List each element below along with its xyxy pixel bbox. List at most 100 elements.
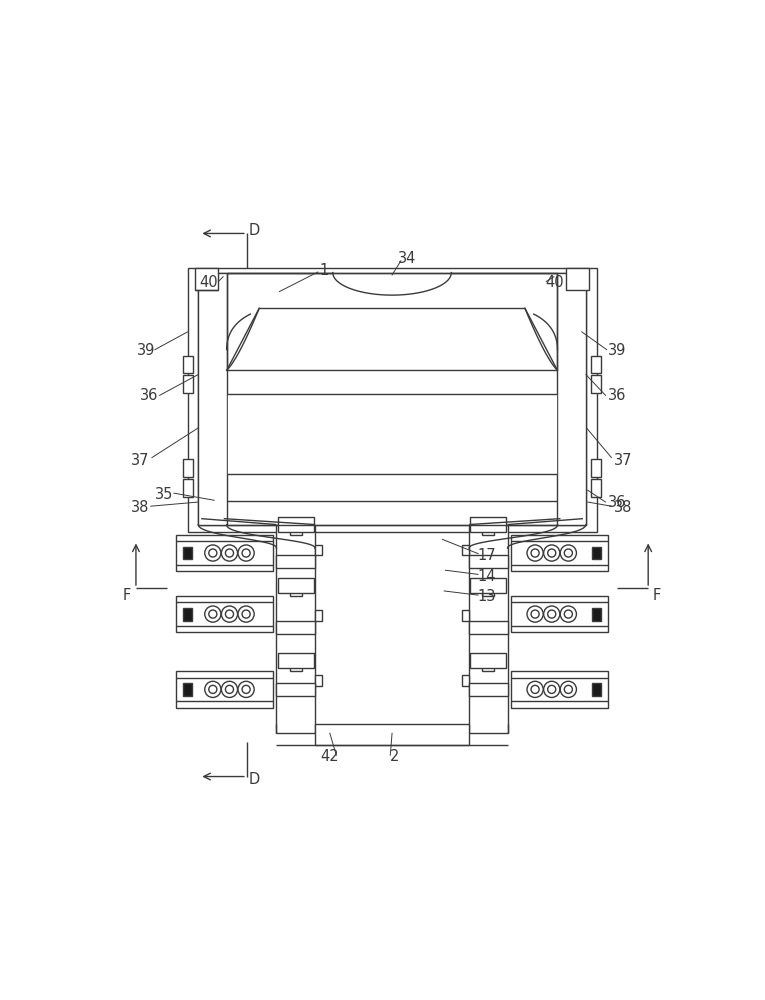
Text: 37: 37	[131, 453, 149, 468]
Text: 36: 36	[140, 388, 158, 403]
Bar	[469, 621, 508, 634]
Bar	[198, 273, 586, 525]
Circle shape	[560, 545, 577, 561]
Bar	[276, 525, 315, 733]
Circle shape	[548, 685, 555, 693]
Circle shape	[544, 545, 560, 561]
Circle shape	[238, 545, 254, 561]
Text: 38: 38	[614, 500, 633, 515]
Text: 34: 34	[398, 251, 416, 266]
Text: D: D	[249, 223, 260, 238]
Bar	[462, 545, 469, 555]
Bar	[183, 547, 192, 559]
Circle shape	[209, 549, 217, 557]
Circle shape	[544, 606, 560, 622]
Bar	[183, 479, 194, 497]
Bar	[591, 479, 601, 497]
Bar	[469, 683, 508, 696]
Bar	[315, 610, 322, 621]
Bar	[483, 528, 494, 535]
Bar	[592, 683, 601, 696]
Text: 14: 14	[477, 569, 496, 584]
Circle shape	[226, 549, 233, 557]
Circle shape	[221, 545, 238, 561]
Circle shape	[527, 681, 543, 697]
Circle shape	[565, 549, 572, 557]
Circle shape	[548, 610, 555, 618]
Bar	[198, 273, 226, 525]
Bar	[592, 608, 601, 621]
Bar	[469, 525, 508, 733]
Text: D: D	[249, 772, 260, 787]
Circle shape	[221, 681, 238, 697]
Text: 40: 40	[199, 275, 217, 290]
Text: 39: 39	[137, 343, 155, 358]
Bar	[566, 268, 590, 290]
Bar	[592, 547, 601, 559]
Circle shape	[548, 549, 555, 557]
Bar	[183, 608, 192, 621]
Bar	[511, 671, 608, 708]
Text: 42: 42	[321, 749, 339, 764]
Text: 2: 2	[390, 749, 400, 764]
Text: F: F	[653, 588, 661, 603]
Circle shape	[238, 681, 254, 697]
Bar	[558, 273, 586, 525]
Bar	[462, 610, 469, 621]
Bar	[483, 664, 494, 671]
Circle shape	[238, 606, 254, 622]
Bar	[278, 578, 314, 593]
Circle shape	[531, 549, 539, 557]
Bar	[591, 356, 601, 373]
Circle shape	[527, 545, 543, 561]
Circle shape	[209, 610, 217, 618]
Circle shape	[205, 545, 221, 561]
Circle shape	[209, 685, 217, 693]
Bar	[187, 268, 597, 532]
Text: 40: 40	[545, 275, 565, 290]
Circle shape	[527, 606, 543, 622]
Bar	[290, 589, 301, 596]
Text: 36: 36	[608, 388, 627, 403]
Circle shape	[531, 685, 539, 693]
Bar	[276, 683, 315, 696]
Bar	[483, 589, 494, 596]
Bar	[276, 621, 315, 634]
Text: 1: 1	[319, 263, 328, 278]
Circle shape	[560, 681, 577, 697]
Circle shape	[226, 685, 233, 693]
Bar	[176, 535, 273, 571]
Bar	[226, 394, 558, 474]
Circle shape	[242, 549, 250, 557]
Circle shape	[205, 606, 221, 622]
Bar	[183, 375, 194, 393]
Bar	[290, 528, 301, 535]
Bar	[469, 555, 508, 568]
Circle shape	[221, 606, 238, 622]
Bar	[290, 664, 301, 671]
Bar	[462, 675, 469, 686]
Text: 37: 37	[614, 453, 633, 468]
Text: 17: 17	[477, 548, 496, 563]
Bar	[591, 459, 601, 477]
Bar	[591, 375, 601, 393]
Bar	[183, 459, 194, 477]
Circle shape	[226, 610, 233, 618]
Bar	[511, 535, 608, 571]
Bar	[276, 555, 315, 568]
Circle shape	[242, 685, 250, 693]
Bar	[470, 653, 506, 668]
Text: 38: 38	[131, 500, 149, 515]
Text: 35: 35	[155, 487, 173, 502]
Bar	[278, 653, 314, 668]
Text: 13: 13	[477, 589, 496, 604]
Circle shape	[565, 610, 572, 618]
Bar	[176, 596, 273, 632]
Text: 36: 36	[608, 495, 627, 510]
Bar	[176, 671, 273, 708]
Circle shape	[531, 610, 539, 618]
Text: 39: 39	[608, 343, 627, 358]
Circle shape	[544, 681, 560, 697]
Bar	[511, 596, 608, 632]
Circle shape	[205, 681, 221, 697]
